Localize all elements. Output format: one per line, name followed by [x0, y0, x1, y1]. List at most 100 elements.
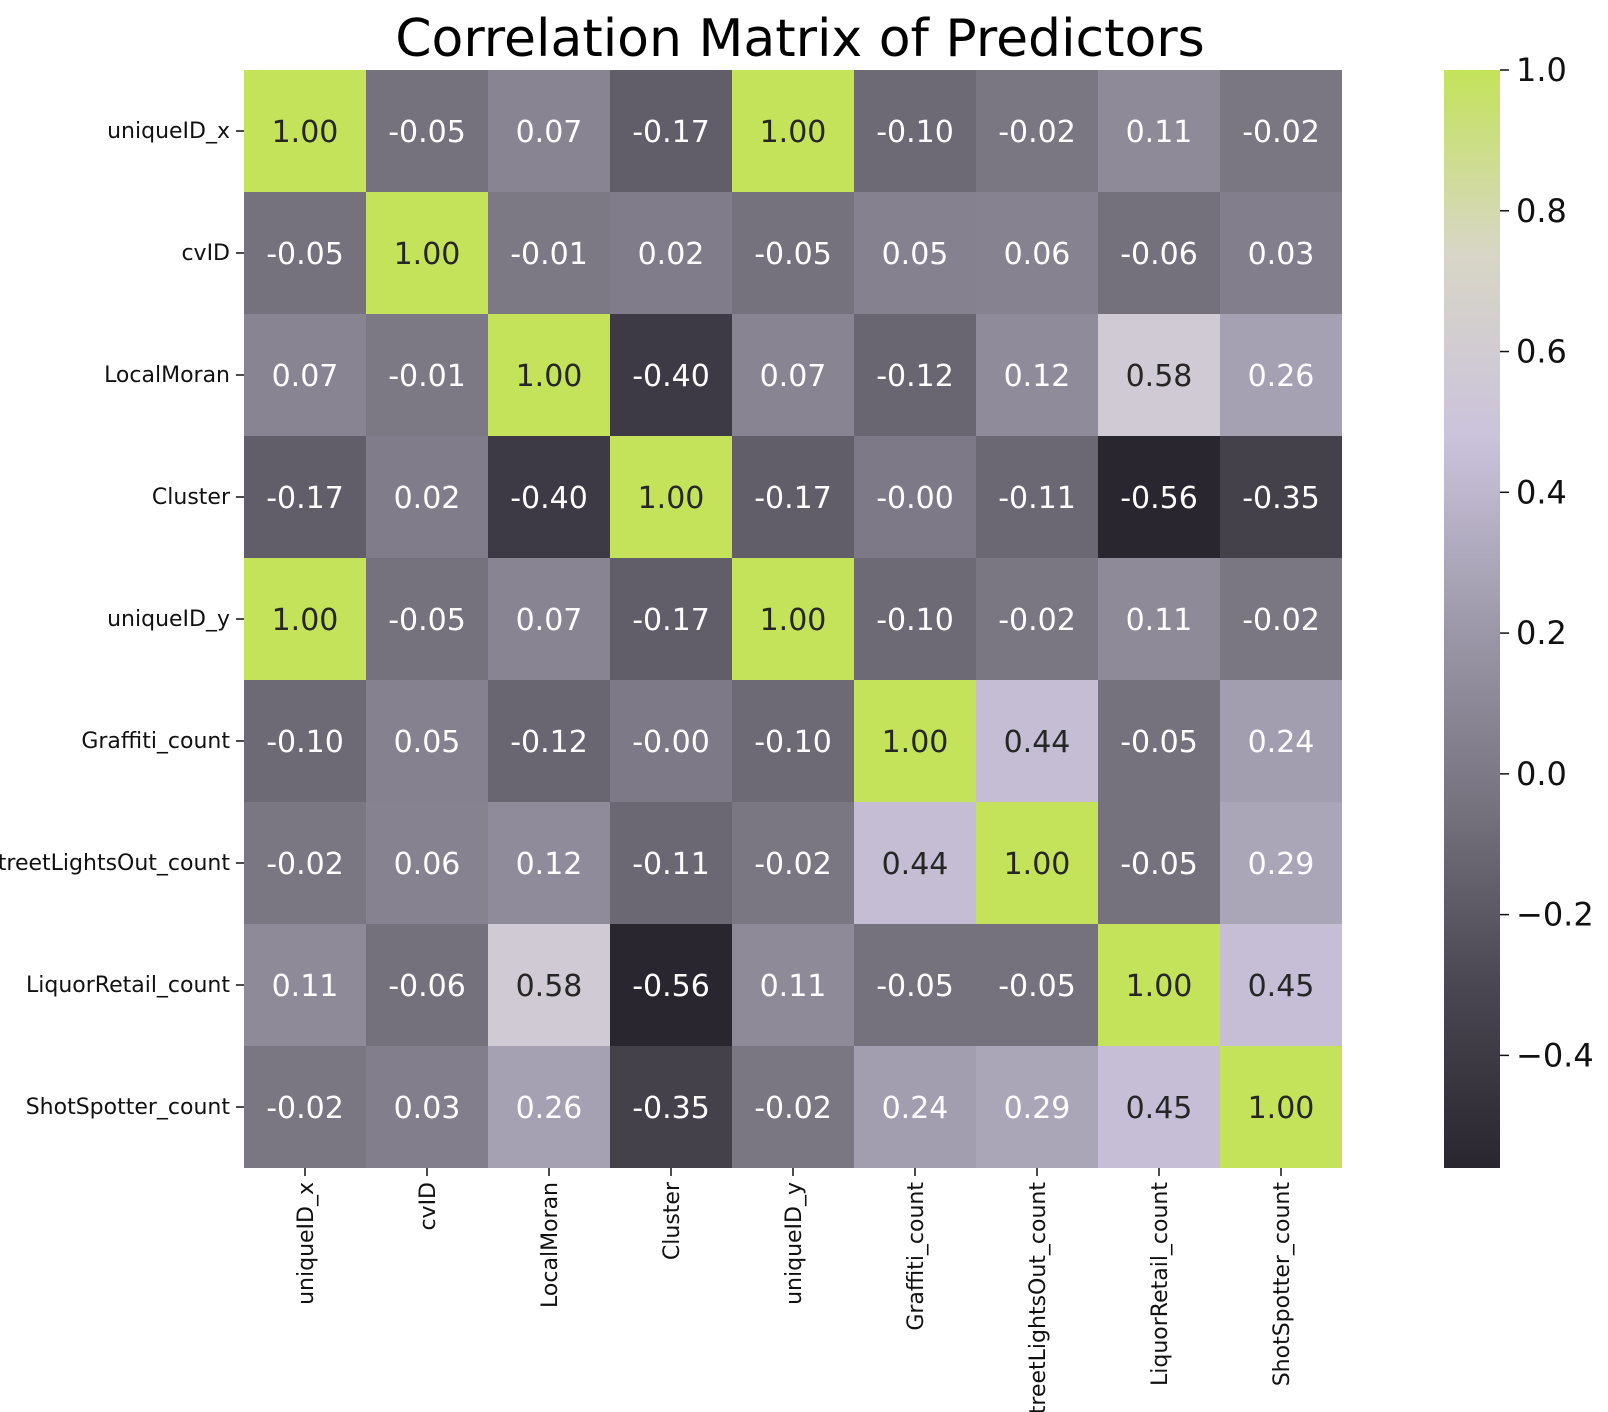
cell-value-label: 0.45	[1126, 1091, 1193, 1126]
cell-value-label: 0.26	[516, 1091, 583, 1126]
heatmap-cell	[854, 924, 976, 1046]
heatmap-cell	[976, 558, 1098, 680]
heatmap-cell	[610, 314, 732, 436]
cell-value-label: -0.02	[754, 1091, 832, 1126]
heatmap-cell	[610, 70, 732, 192]
cell-value-label: 0.07	[516, 115, 583, 150]
cell-value-label: -0.40	[632, 359, 710, 394]
x-tick-label: LiquorRetail_count	[1148, 1182, 1173, 1386]
heatmap-cell	[610, 680, 732, 802]
cell-value-label: 0.44	[1004, 725, 1071, 760]
cell-value-label: -0.00	[876, 481, 954, 516]
heatmap-cell	[366, 70, 488, 192]
cell-value-label: 1.00	[272, 115, 339, 150]
cell-value-label: 1.00	[516, 359, 583, 394]
cell-value-label: 0.58	[516, 969, 583, 1004]
cell-value-label: -0.05	[1120, 847, 1198, 882]
cell-value-label: 0.11	[760, 969, 827, 1004]
x-tick-label: StreetLightsOut_count	[1026, 1182, 1051, 1412]
heatmap-cell	[366, 558, 488, 680]
heatmap-cell	[488, 558, 610, 680]
cell-value-label: -0.02	[998, 603, 1076, 638]
x-tick-label: uniqueID_x	[294, 1182, 319, 1305]
colorbar-tick-label: 0.2	[1516, 614, 1567, 652]
cell-value-label: 1.00	[394, 237, 461, 272]
heatmap-cell	[244, 70, 366, 192]
heatmap-cell	[1220, 680, 1342, 802]
heatmap-cell	[1098, 192, 1220, 314]
heatmap-cell	[854, 192, 976, 314]
cell-value-label: -0.05	[876, 969, 954, 1004]
cell-value-label: 1.00	[272, 603, 339, 638]
heatmap-cell	[1220, 924, 1342, 1046]
cell-value-label: -0.02	[1242, 603, 1320, 638]
cell-value-label: 0.58	[1126, 359, 1193, 394]
cell-value-label: 0.26	[1248, 359, 1315, 394]
cell-value-label: -0.06	[388, 969, 466, 1004]
cell-value-label: -0.00	[632, 725, 710, 760]
heatmap-cell	[976, 70, 1098, 192]
x-tick-label: cvID	[416, 1182, 441, 1231]
heatmap-cell	[244, 1046, 366, 1168]
cell-value-label: 1.00	[760, 115, 827, 150]
heatmap-cell	[488, 192, 610, 314]
heatmap-cell	[854, 314, 976, 436]
cell-value-label: 0.03	[394, 1091, 461, 1126]
heatmap-cell	[1220, 558, 1342, 680]
y-tick-label: cvID	[181, 241, 230, 266]
heatmap-cell	[732, 924, 854, 1046]
heatmap-cell	[1220, 436, 1342, 558]
y-tick-label: Graffiti_count	[81, 729, 230, 754]
colorbar-tick-label: −0.2	[1516, 896, 1594, 934]
heatmap-cell	[1098, 558, 1220, 680]
x-tick-label: uniqueID_y	[782, 1182, 807, 1305]
cell-value-label: -0.35	[632, 1091, 710, 1126]
cell-value-label: -0.56	[632, 969, 710, 1004]
cell-value-label: -0.35	[1242, 481, 1320, 516]
cell-value-label: 0.11	[272, 969, 339, 1004]
heatmap-cell	[610, 192, 732, 314]
cell-value-label: -0.17	[754, 481, 832, 516]
cell-value-label: -0.12	[510, 725, 588, 760]
heatmap-cell	[1220, 70, 1342, 192]
heatmap-cell	[1220, 192, 1342, 314]
colorbar-tick-label: −0.4	[1516, 1036, 1594, 1074]
x-axis-tick-labels: uniqueID_x cvID LocalMoran Cluster uniqueID_…	[294, 1168, 1295, 1412]
x-tick-label: Cluster	[660, 1181, 685, 1260]
heatmap-cell	[1098, 680, 1220, 802]
heatmap-cell	[1098, 70, 1220, 192]
heatmap-cell	[1098, 314, 1220, 436]
cell-value-label: -0.12	[876, 359, 954, 394]
colorbar-tick-label: 0.4	[1516, 473, 1567, 511]
heatmap-cell	[976, 1046, 1098, 1168]
heatmap-cell	[732, 680, 854, 802]
cell-value-label: -0.05	[388, 603, 466, 638]
cell-value-label: 1.00	[1126, 969, 1193, 1004]
heatmap-cell	[854, 436, 976, 558]
heatmap-cell	[366, 436, 488, 558]
chart-title: Correlation Matrix of Predictors	[395, 9, 1205, 69]
heatmap-cell	[366, 1046, 488, 1168]
heatmap-cell	[488, 924, 610, 1046]
cell-value-label: 0.02	[638, 237, 705, 272]
cell-value-label: -0.11	[998, 481, 1076, 516]
cell-value-label: 0.03	[1248, 237, 1315, 272]
cell-value-label: 0.02	[394, 481, 461, 516]
heatmap-cell	[610, 436, 732, 558]
cell-value-label: -0.40	[510, 481, 588, 516]
cell-value-label: -0.02	[266, 1091, 344, 1126]
heatmap-cell	[366, 192, 488, 314]
heatmap-cell	[854, 558, 976, 680]
cell-value-label: -0.05	[388, 115, 466, 150]
colorbar-tick-label: 0.6	[1516, 333, 1567, 371]
heatmap-cell	[1220, 314, 1342, 436]
cell-value-label: 0.44	[882, 847, 949, 882]
heatmap-cell	[976, 314, 1098, 436]
cell-value-label: -0.01	[388, 359, 466, 394]
y-axis-tick-labels: uniqueID_x cvID LocalMoran Cluster uniqueID_…	[0, 119, 244, 1120]
cell-value-label: 1.00	[638, 481, 705, 516]
heatmap-cell	[610, 558, 732, 680]
cell-value-label: -0.17	[632, 603, 710, 638]
cell-value-label: -0.11	[632, 847, 710, 882]
cell-value-label: -0.17	[632, 115, 710, 150]
